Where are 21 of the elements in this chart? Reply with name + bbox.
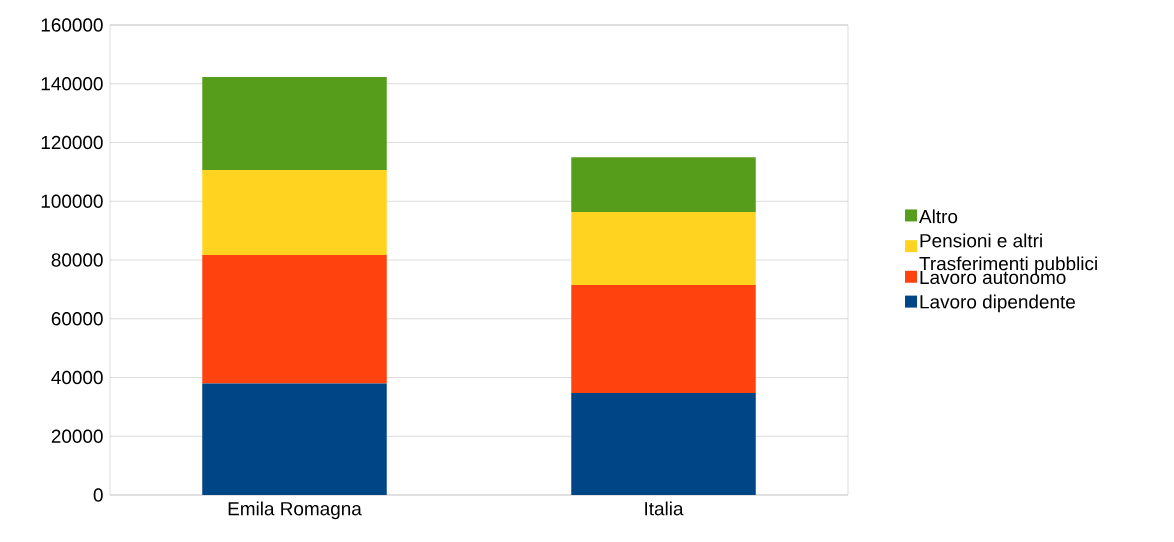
y-tick-label: 0 xyxy=(93,488,103,502)
bar xyxy=(571,393,756,495)
y-tick-label: 60000 xyxy=(51,312,103,326)
y-tick-label: 80000 xyxy=(51,253,103,267)
y-tick-label: 160000 xyxy=(41,18,103,32)
bar xyxy=(202,170,387,255)
legend-label: Altro xyxy=(919,209,958,224)
legend-label: Lavoro dipendente xyxy=(920,294,1075,313)
x-tick-label: Italia xyxy=(645,501,684,516)
y-tick-label: 120000 xyxy=(41,135,103,150)
y-tick-label: 140000 xyxy=(41,77,103,91)
bar xyxy=(202,76,387,171)
bar xyxy=(202,383,387,495)
bar xyxy=(571,157,756,213)
x-tick-label: Emila Romagna xyxy=(228,501,362,520)
y-tick-label: 40000 xyxy=(51,370,103,385)
bar xyxy=(202,255,387,384)
y-tick-label: 100000 xyxy=(41,194,103,208)
bar xyxy=(571,284,756,394)
bar xyxy=(571,212,756,285)
y-tick-label: 20000 xyxy=(51,429,103,443)
